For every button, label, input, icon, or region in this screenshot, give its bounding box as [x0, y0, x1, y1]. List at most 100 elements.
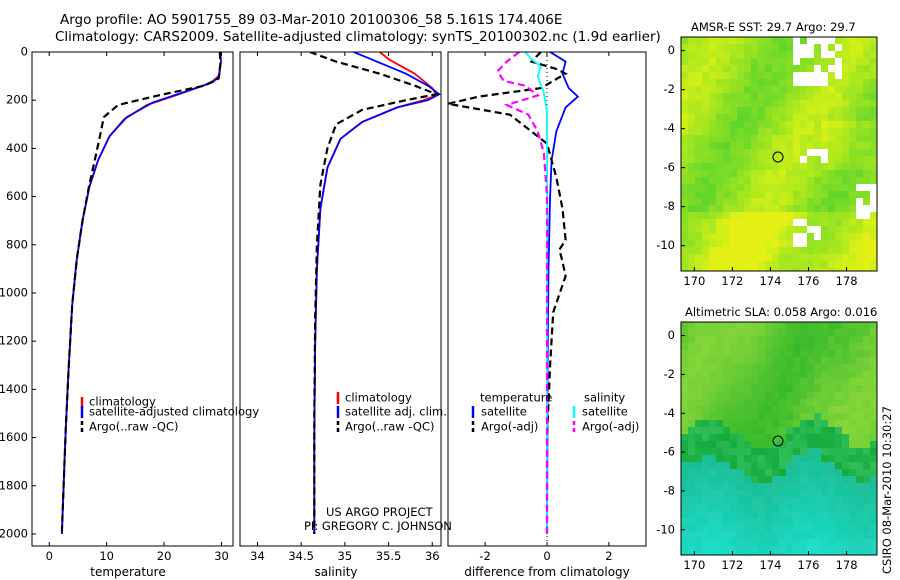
sst-field-cell [765, 51, 772, 58]
sst-field-cell [793, 149, 800, 156]
sst-field-cell [863, 219, 870, 226]
sla-field-cell [835, 350, 842, 357]
sst-field-cell [835, 86, 842, 93]
sst-field-cell [695, 79, 702, 86]
sst-field-cell [793, 240, 800, 247]
sla-field-cell [730, 476, 737, 483]
sla-field-cell [688, 336, 695, 343]
sla-field-cell [758, 476, 765, 483]
sla-field-cell [863, 476, 870, 483]
sst-field-cell [716, 142, 723, 149]
sst-field-cell [709, 149, 716, 156]
sst-field-cell [737, 198, 744, 205]
sla-field-cell [702, 546, 709, 553]
sla-field-cell [849, 448, 856, 455]
sla-field-cell [786, 511, 793, 518]
sla-field-cell [695, 462, 702, 469]
sla-field-cell [849, 497, 856, 504]
sst-field-cell [758, 247, 765, 254]
sst-field-cell [800, 163, 807, 170]
sst-field-cell [835, 170, 842, 177]
sla-field-cell [758, 322, 765, 329]
sla-field-cell [709, 350, 716, 357]
sst-field-cell [730, 240, 737, 247]
salinity-profile-series-2 [309, 52, 441, 534]
sst-field-cell [716, 72, 723, 79]
sst-field-cell [737, 177, 744, 184]
sst-field-cell [716, 128, 723, 135]
sst-field-cell [730, 177, 737, 184]
sst-field-cell [800, 79, 807, 86]
sst-field-cell [772, 86, 779, 93]
sst-field-cell [702, 219, 709, 226]
sla-field-cell [849, 371, 856, 378]
sla-field-cell [793, 357, 800, 364]
sst-field-cell [863, 149, 870, 156]
sst-field-cell [716, 93, 723, 100]
sst-field-cell [835, 268, 842, 271]
sst-field-cell [786, 191, 793, 198]
sst-field-cell [821, 72, 828, 79]
sst-field-cell [814, 51, 821, 58]
sst-field-cell [688, 163, 695, 170]
sla-field-cell [814, 427, 821, 434]
sla-field-cell [842, 392, 849, 399]
sla-field-cell [688, 490, 695, 497]
sst-field-cell [772, 240, 779, 247]
sst-field-cell [779, 93, 786, 100]
sla-field-cell [730, 518, 737, 525]
sla-field-cell [751, 357, 758, 364]
sla-field-cell [779, 434, 786, 441]
sla-field-cell [681, 525, 688, 532]
sla-field-cell [828, 518, 835, 525]
sla-field-cell [779, 511, 786, 518]
sst-field-cell [786, 219, 793, 226]
sst-field-cell [779, 86, 786, 93]
sst-field-cell [870, 58, 877, 65]
sla-field-cell [730, 546, 737, 553]
sst-field-cell [779, 191, 786, 198]
sla-field-cell [730, 525, 737, 532]
difference-axis-label: difference from climatology [464, 565, 630, 579]
sst-field-cell [793, 128, 800, 135]
sst-field-cell [821, 198, 828, 205]
sst-field-cell [758, 86, 765, 93]
sst-field-cell [793, 254, 800, 261]
map-y-tick-label: -6 [664, 160, 675, 174]
sst-field-cell [702, 226, 709, 233]
sla-field-cell [807, 497, 814, 504]
sla-field-cell [800, 427, 807, 434]
sst-field-cell [870, 135, 877, 142]
sla-field-cell [716, 553, 723, 555]
x-tick-label: 34.5 [288, 549, 314, 563]
sla-field-cell [856, 329, 863, 336]
sla-field-cell [807, 546, 814, 553]
sla-field-cell [772, 322, 779, 329]
sla-field-cell [835, 511, 842, 518]
sst-field-cell [779, 142, 786, 149]
sst-field-cell [863, 65, 870, 72]
sla-field-cell [681, 539, 688, 546]
sst-field-cell [716, 107, 723, 114]
sst-field-cell [863, 170, 870, 177]
sla-field-cell [702, 469, 709, 476]
sla-field-cell [814, 518, 821, 525]
sla-field-cell [730, 392, 737, 399]
sst-field-cell [723, 114, 730, 121]
sst-field-cell [821, 254, 828, 261]
sla-field-cell [821, 329, 828, 336]
sla-field-cell [681, 476, 688, 483]
sst-field-cell [807, 135, 814, 142]
sla-field-cell [695, 413, 702, 420]
map-y-tick-label: 0 [668, 328, 675, 342]
sla-field-cell [772, 427, 779, 434]
sst-field-cell [702, 44, 709, 51]
sla-field-cell [793, 413, 800, 420]
sla-field-cell [709, 406, 716, 413]
sst-field-cell [870, 205, 877, 212]
sla-field-cell [758, 427, 765, 434]
sla-field-cell [786, 371, 793, 378]
sst-field-cell [695, 93, 702, 100]
sla-field-cell [793, 476, 800, 483]
difference-profile-series-3 [496, 52, 549, 534]
